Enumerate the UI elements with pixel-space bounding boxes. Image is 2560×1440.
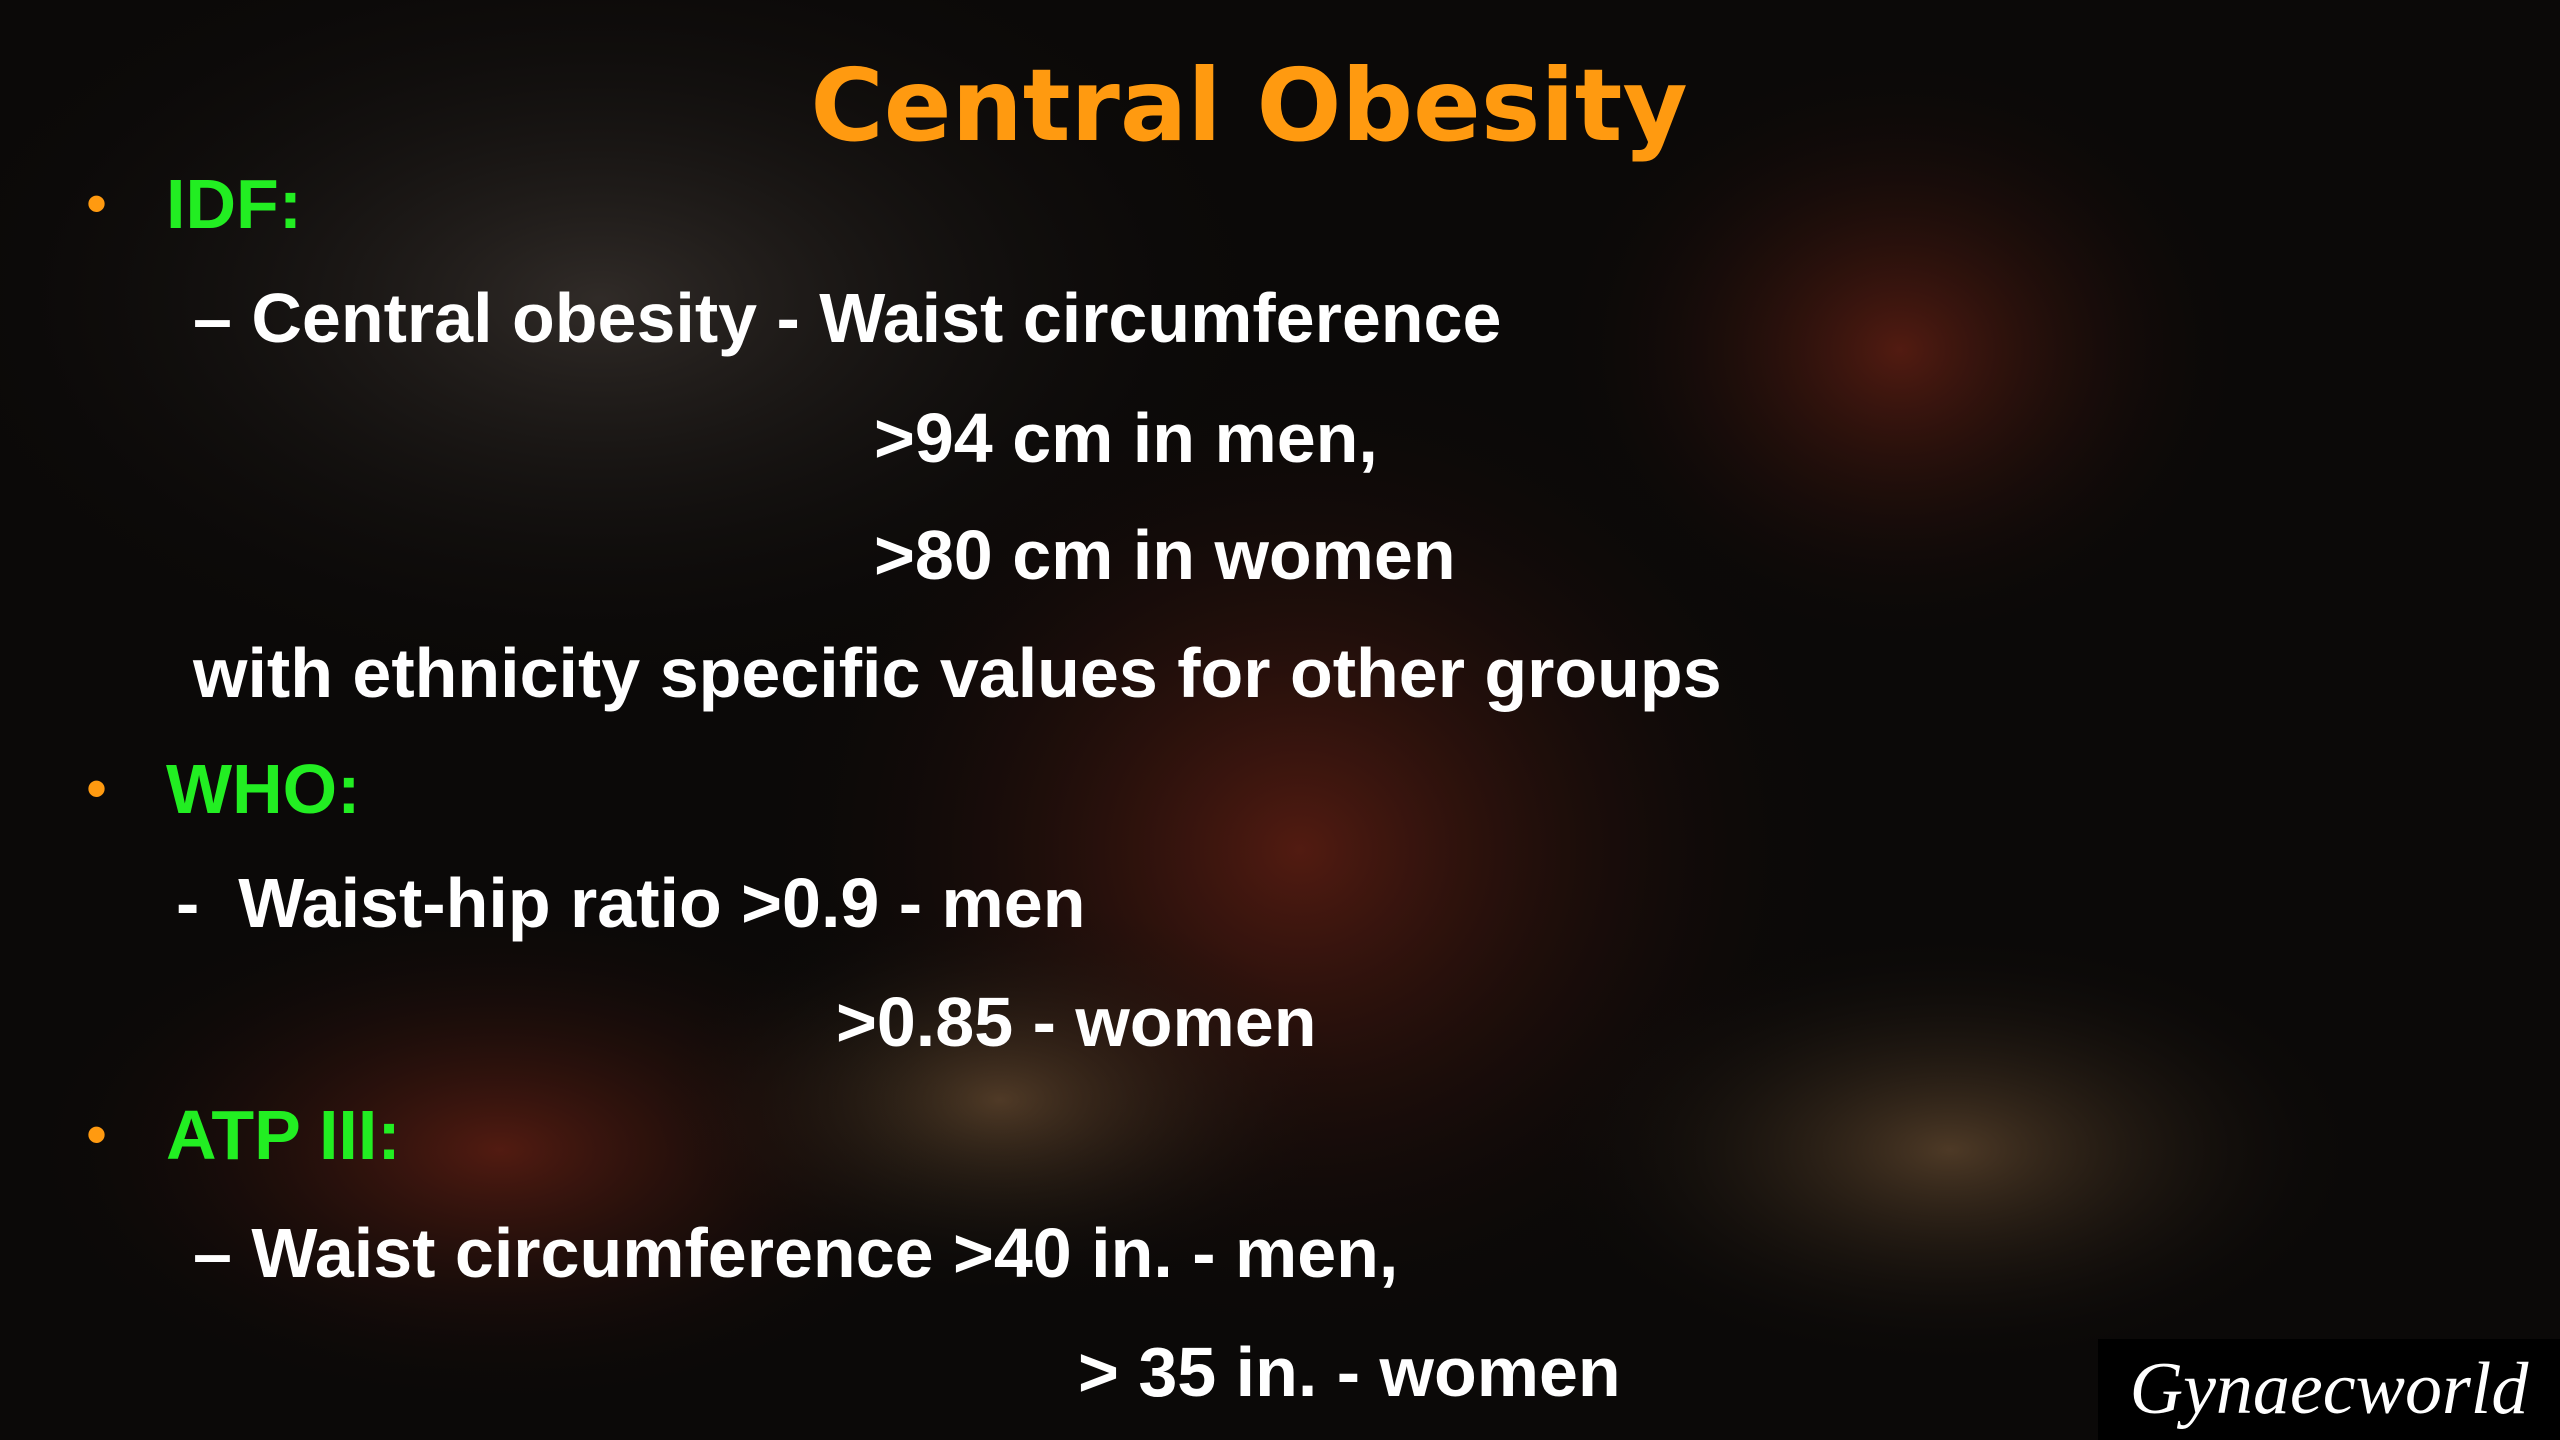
text-line: with ethnicity specific values for other… bbox=[193, 634, 1722, 712]
section-heading: IDF: bbox=[166, 165, 303, 243]
text-line: >80 cm in women bbox=[874, 516, 1456, 594]
text-line: – Waist circumference >40 in. - men, bbox=[193, 1214, 1399, 1292]
slide-title: Central Obesity bbox=[810, 47, 1688, 164]
logo: Gynaecworld bbox=[2098, 1339, 2560, 1440]
text-line: >94 cm in men, bbox=[874, 399, 1378, 477]
bullet: • bbox=[86, 755, 108, 822]
bullet: • bbox=[86, 1101, 108, 1168]
text-line: - Waist-hip ratio >0.9 - men bbox=[176, 864, 1086, 942]
section-heading: ATP III: bbox=[166, 1096, 401, 1174]
text-line: > 35 in. - women bbox=[1078, 1333, 1621, 1411]
text-line: >0.85 - women bbox=[836, 983, 1317, 1061]
section-heading: WHO: bbox=[166, 750, 361, 828]
bullet: • bbox=[86, 170, 108, 237]
text-line: – Central obesity - Waist circumference bbox=[193, 279, 1502, 357]
